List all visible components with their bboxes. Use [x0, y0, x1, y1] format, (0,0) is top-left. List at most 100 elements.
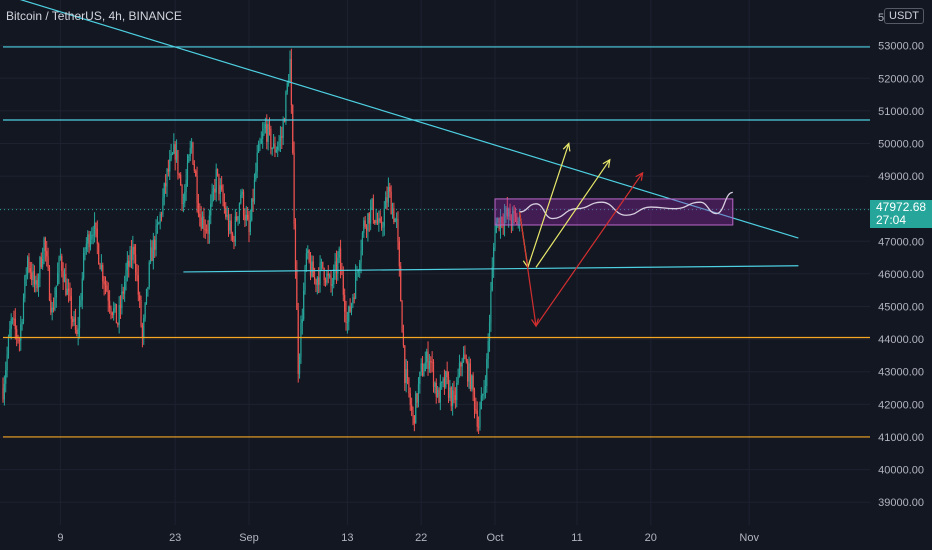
candle-body: [494, 232, 496, 248]
candle-body: [389, 186, 391, 192]
candle-body: [412, 410, 414, 416]
candle-body: [443, 378, 446, 388]
price-tick-label: 42000.00: [878, 399, 924, 411]
candle-body: [114, 303, 116, 309]
candle-body: [102, 264, 104, 282]
price-tick-label: 47000.00: [878, 236, 924, 248]
candle-body: [222, 189, 224, 202]
candle-body: [420, 363, 422, 372]
price-tick-label: 51000.00: [878, 106, 924, 118]
price-tick-label: 45000.00: [878, 302, 924, 314]
candle-body: [171, 153, 174, 155]
candle-body: [165, 183, 167, 187]
candle-body: [275, 149, 277, 153]
candle-body: [479, 409, 481, 427]
candle-body: [248, 219, 250, 232]
candle-body: [83, 252, 85, 279]
candle-body: [100, 264, 102, 270]
candle-body: [361, 232, 364, 251]
candle-body: [244, 215, 246, 221]
candle-body: [237, 216, 239, 221]
candle-body: [115, 303, 118, 324]
candle-body: [469, 363, 471, 389]
candle-body: [405, 369, 407, 384]
bar-countdown: 27:04: [876, 213, 907, 227]
price-tick-label: 53000.00: [878, 41, 924, 53]
candle-body: [110, 307, 112, 313]
candle-body: [20, 324, 22, 341]
candle-body: [9, 328, 11, 338]
candle-body: [121, 291, 123, 308]
candle-body: [77, 328, 79, 334]
candle-body: [454, 394, 456, 401]
price-tick-label: 52000.00: [878, 73, 924, 85]
candle-body: [400, 266, 402, 302]
candle-body: [181, 185, 183, 204]
currency-selector[interactable]: USDT: [884, 8, 924, 24]
candle-body: [506, 208, 508, 217]
candle-body: [42, 259, 44, 268]
candle-body: [130, 250, 133, 261]
candle-body: [223, 201, 225, 208]
candle-body: [178, 174, 180, 176]
candle-body: [352, 297, 354, 304]
candle-body: [98, 243, 100, 264]
candle-body: [199, 213, 201, 218]
candle-body: [10, 318, 12, 329]
candle-body: [279, 136, 282, 142]
candle-body: [54, 297, 56, 310]
candle-body: [266, 124, 268, 142]
candle-body: [104, 284, 107, 286]
candle-body: [437, 390, 439, 397]
candle-body: [212, 188, 215, 192]
candle-body: [488, 322, 491, 342]
candle-body: [415, 393, 417, 424]
candle-body: [467, 361, 469, 382]
candle-body: [341, 269, 343, 275]
candle-body: [211, 191, 213, 204]
candle-body: [113, 308, 115, 316]
candle-body: [140, 300, 142, 326]
candle-body: [368, 213, 370, 224]
candle-body: [499, 216, 502, 230]
time-tick-label: 22: [415, 532, 427, 544]
candle-body: [271, 147, 273, 150]
candle-body: [393, 208, 395, 223]
candle-body: [315, 279, 317, 285]
time-tick-label: 9: [57, 532, 63, 544]
candle-body: [316, 277, 318, 285]
candle-body: [21, 322, 23, 325]
candle-body: [111, 312, 113, 316]
candle-body: [482, 394, 484, 396]
candle-body: [22, 298, 25, 323]
candle-body: [78, 305, 81, 329]
candle-body: [322, 261, 324, 269]
candle-body: [65, 273, 67, 295]
candle-body: [278, 141, 280, 147]
candle-body: [390, 191, 392, 215]
candle-body: [126, 260, 128, 271]
candle-body: [512, 210, 514, 225]
time-tick-label: Oct: [486, 532, 503, 544]
candle-body: [305, 253, 307, 267]
candle-body: [48, 267, 51, 301]
candle-body: [423, 371, 425, 376]
candle-body: [150, 247, 152, 263]
candle-body: [330, 275, 332, 286]
candle-body: [397, 218, 399, 242]
candle-body: [277, 146, 279, 150]
candle-body: [145, 288, 148, 304]
candle-body: [394, 218, 396, 223]
candle-body: [70, 296, 72, 319]
candle-body: [232, 233, 234, 240]
candle-body: [238, 203, 241, 217]
candle-body: [31, 272, 33, 281]
candle-body: [236, 216, 238, 221]
candle-body: [349, 306, 351, 312]
candle-body: [462, 354, 465, 362]
candle-body: [402, 332, 405, 346]
candle-body: [401, 301, 403, 333]
candle-body: [442, 378, 444, 383]
candle-body: [256, 152, 258, 172]
